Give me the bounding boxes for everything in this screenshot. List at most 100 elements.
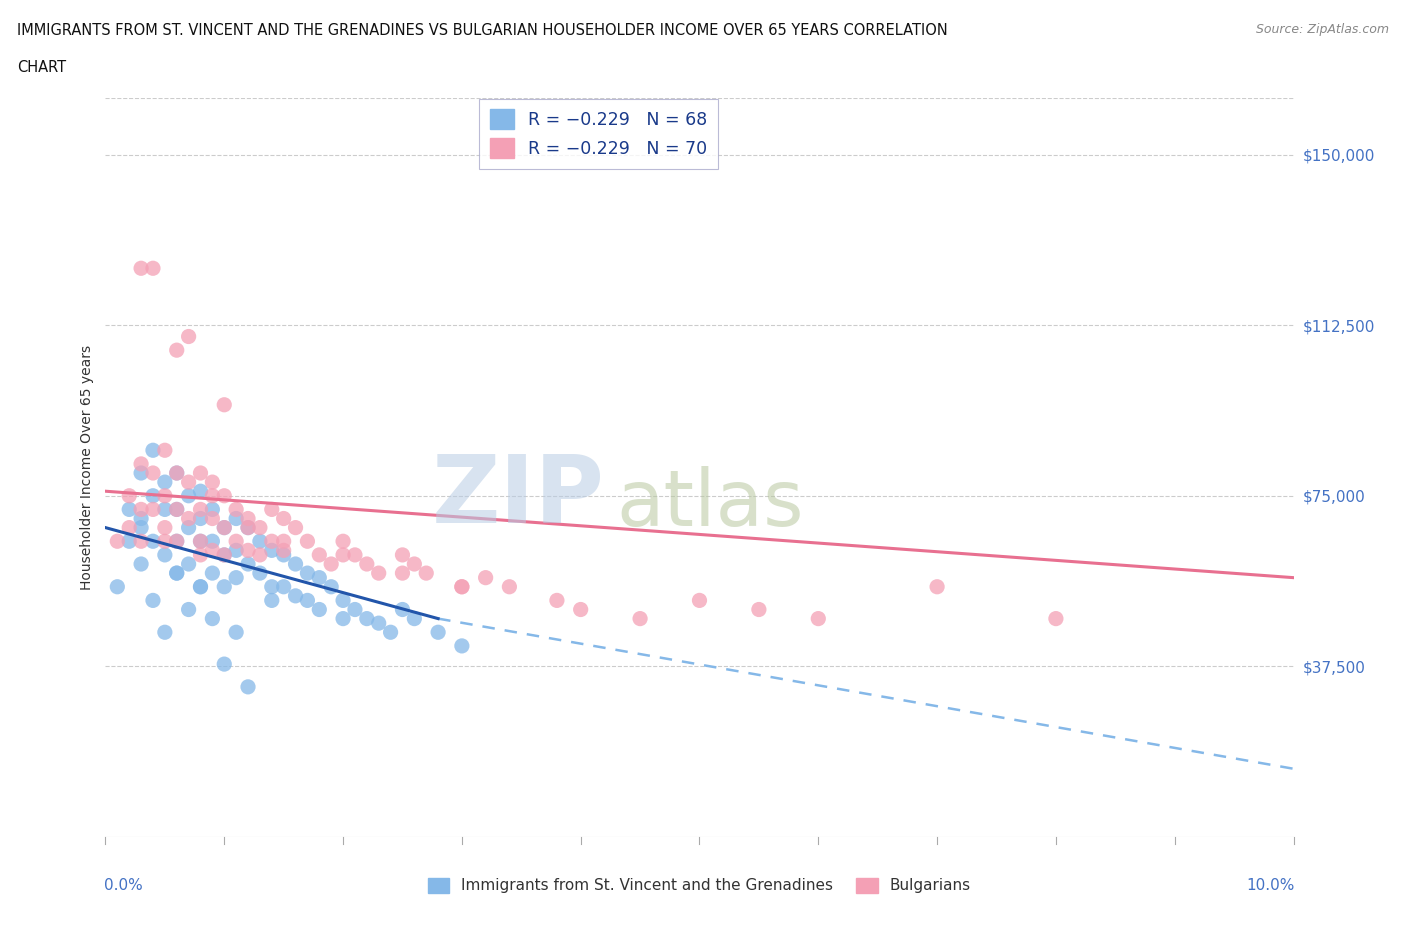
Point xyxy=(214,520,236,535)
Point xyxy=(236,543,259,558)
Point xyxy=(284,556,307,571)
Point xyxy=(153,520,176,535)
Point xyxy=(236,520,259,535)
Point xyxy=(367,616,389,631)
Point xyxy=(214,657,236,671)
Point xyxy=(546,593,568,608)
Point xyxy=(260,534,283,549)
Point xyxy=(474,570,496,585)
Point xyxy=(142,534,165,549)
Point xyxy=(807,611,830,626)
Point xyxy=(177,556,200,571)
Point xyxy=(190,484,212,498)
Point xyxy=(177,602,200,617)
Point xyxy=(129,534,152,549)
Point xyxy=(332,593,354,608)
Point xyxy=(166,534,188,549)
Point xyxy=(166,502,188,517)
Point xyxy=(214,397,236,412)
Point xyxy=(249,520,271,535)
Point xyxy=(225,625,247,640)
Point xyxy=(214,548,236,563)
Point xyxy=(260,579,283,594)
Point xyxy=(1045,611,1067,626)
Point xyxy=(214,488,236,503)
Point xyxy=(343,602,366,617)
Point xyxy=(356,556,378,571)
Point xyxy=(273,579,295,594)
Point xyxy=(190,534,212,549)
Point xyxy=(450,639,472,654)
Point xyxy=(190,548,212,563)
Point xyxy=(273,534,295,549)
Point xyxy=(273,543,295,558)
Point xyxy=(427,625,450,640)
Point xyxy=(748,602,770,617)
Point xyxy=(249,565,271,580)
Point xyxy=(153,502,176,517)
Point xyxy=(153,488,176,503)
Text: ZIP: ZIP xyxy=(432,451,605,543)
Point xyxy=(225,534,247,549)
Point xyxy=(190,502,212,517)
Point xyxy=(142,488,165,503)
Point xyxy=(450,579,472,594)
Point xyxy=(177,512,200,526)
Point xyxy=(177,474,200,489)
Point xyxy=(129,520,152,535)
Point xyxy=(225,512,247,526)
Point xyxy=(142,593,165,608)
Point xyxy=(214,520,236,535)
Point xyxy=(297,593,319,608)
Point xyxy=(153,548,176,563)
Point xyxy=(236,512,259,526)
Point xyxy=(129,512,152,526)
Point xyxy=(129,466,152,481)
Point xyxy=(260,543,283,558)
Point xyxy=(201,502,224,517)
Point xyxy=(689,593,711,608)
Point xyxy=(166,565,188,580)
Point xyxy=(190,579,212,594)
Point xyxy=(166,502,188,517)
Point xyxy=(190,579,212,594)
Point xyxy=(391,602,413,617)
Text: Source: ZipAtlas.com: Source: ZipAtlas.com xyxy=(1256,23,1389,36)
Point xyxy=(142,260,165,275)
Point xyxy=(284,589,307,604)
Point xyxy=(190,512,212,526)
Point xyxy=(201,611,224,626)
Point xyxy=(177,488,200,503)
Point xyxy=(404,611,426,626)
Point xyxy=(142,502,165,517)
Point xyxy=(415,565,437,580)
Point xyxy=(273,512,295,526)
Legend: Immigrants from St. Vincent and the Grenadines, Bulgarians: Immigrants from St. Vincent and the Gren… xyxy=(422,871,977,899)
Point xyxy=(153,474,176,489)
Point xyxy=(927,579,949,594)
Point xyxy=(321,579,343,594)
Point xyxy=(201,488,224,503)
Point xyxy=(129,457,152,472)
Point xyxy=(118,488,141,503)
Point xyxy=(356,611,378,626)
Point xyxy=(153,625,176,640)
Y-axis label: Householder Income Over 65 years: Householder Income Over 65 years xyxy=(80,345,94,590)
Point xyxy=(129,260,152,275)
Point xyxy=(177,520,200,535)
Point xyxy=(142,443,165,458)
Point xyxy=(260,593,283,608)
Point xyxy=(166,466,188,481)
Point xyxy=(273,548,295,563)
Point xyxy=(142,466,165,481)
Point xyxy=(308,602,330,617)
Point xyxy=(450,579,472,594)
Point xyxy=(404,556,426,571)
Point xyxy=(214,548,236,563)
Point xyxy=(284,520,307,535)
Point xyxy=(236,680,259,695)
Point xyxy=(628,611,651,626)
Point xyxy=(166,343,188,358)
Point xyxy=(236,520,259,535)
Point xyxy=(118,520,141,535)
